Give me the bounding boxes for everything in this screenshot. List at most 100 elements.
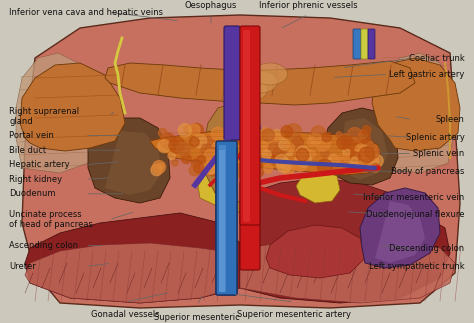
Circle shape	[263, 141, 273, 152]
Circle shape	[332, 155, 340, 163]
Circle shape	[171, 140, 180, 150]
Polygon shape	[322, 108, 398, 185]
Circle shape	[259, 128, 270, 138]
Circle shape	[235, 163, 250, 178]
Circle shape	[189, 165, 200, 176]
Text: Coeliac trunk: Coeliac trunk	[409, 54, 465, 63]
Circle shape	[228, 124, 241, 137]
Polygon shape	[88, 118, 170, 203]
Polygon shape	[240, 238, 455, 303]
Circle shape	[230, 129, 237, 135]
Circle shape	[296, 146, 310, 159]
Circle shape	[329, 154, 339, 165]
Text: Ureter: Ureter	[9, 262, 36, 271]
Circle shape	[189, 137, 199, 147]
Polygon shape	[105, 61, 415, 105]
Circle shape	[343, 149, 350, 156]
FancyBboxPatch shape	[216, 141, 237, 295]
Circle shape	[158, 129, 167, 137]
Polygon shape	[150, 129, 380, 175]
Text: Inferior mesenteric vein: Inferior mesenteric vein	[363, 193, 465, 202]
Polygon shape	[240, 178, 400, 248]
Text: Superior mesenteric
vein: Superior mesenteric vein	[154, 313, 239, 323]
Circle shape	[286, 149, 293, 156]
Circle shape	[350, 152, 360, 162]
Circle shape	[271, 153, 283, 165]
Circle shape	[228, 164, 236, 171]
Text: Spleen: Spleen	[436, 115, 465, 124]
Circle shape	[201, 144, 213, 156]
Circle shape	[276, 140, 290, 153]
Circle shape	[208, 154, 217, 163]
Circle shape	[246, 148, 259, 160]
Circle shape	[335, 156, 342, 163]
Circle shape	[262, 129, 274, 141]
Text: Right suprarenal
gland: Right suprarenal gland	[9, 107, 80, 126]
FancyBboxPatch shape	[241, 31, 258, 150]
Circle shape	[158, 140, 171, 152]
FancyBboxPatch shape	[240, 26, 260, 225]
Text: Right kidney: Right kidney	[9, 175, 63, 184]
Circle shape	[281, 126, 292, 137]
Circle shape	[365, 145, 379, 159]
Circle shape	[203, 136, 215, 148]
Text: Body of pancreas: Body of pancreas	[391, 167, 465, 176]
Circle shape	[371, 163, 380, 172]
Circle shape	[178, 124, 191, 137]
Circle shape	[160, 133, 175, 148]
Polygon shape	[360, 188, 440, 268]
Text: Superior mesenteric artery: Superior mesenteric artery	[237, 310, 351, 319]
Text: Inferior phrenic vessels: Inferior phrenic vessels	[259, 1, 357, 10]
Circle shape	[249, 138, 258, 147]
Circle shape	[351, 157, 357, 163]
Circle shape	[339, 134, 351, 145]
Circle shape	[233, 124, 246, 138]
Circle shape	[269, 130, 284, 145]
Circle shape	[204, 147, 218, 161]
Circle shape	[207, 153, 222, 169]
Circle shape	[359, 147, 374, 162]
Circle shape	[308, 150, 316, 158]
Circle shape	[296, 148, 309, 161]
Circle shape	[249, 163, 264, 178]
Text: Bile duct: Bile duct	[9, 146, 46, 155]
Circle shape	[168, 152, 175, 160]
Circle shape	[219, 161, 225, 167]
Text: Gonadal vessels: Gonadal vessels	[91, 310, 160, 319]
Polygon shape	[203, 105, 245, 213]
Text: Inferior vena cava and hepatic veins: Inferior vena cava and hepatic veins	[9, 8, 164, 17]
Circle shape	[177, 142, 191, 156]
Circle shape	[366, 155, 377, 166]
Circle shape	[347, 128, 363, 143]
Circle shape	[211, 127, 225, 141]
Text: Left gastric artery: Left gastric artery	[389, 70, 465, 79]
Polygon shape	[25, 213, 240, 303]
Polygon shape	[105, 131, 162, 195]
Circle shape	[326, 160, 332, 166]
Circle shape	[190, 123, 203, 137]
Circle shape	[184, 125, 192, 133]
Circle shape	[343, 139, 356, 152]
Circle shape	[310, 133, 321, 145]
Circle shape	[292, 139, 303, 150]
Circle shape	[336, 132, 342, 138]
Circle shape	[229, 153, 241, 165]
Circle shape	[307, 137, 317, 146]
Ellipse shape	[253, 63, 288, 85]
Circle shape	[227, 127, 236, 136]
Ellipse shape	[233, 79, 267, 101]
Circle shape	[342, 136, 353, 147]
Circle shape	[296, 151, 311, 167]
Polygon shape	[20, 63, 125, 151]
Circle shape	[251, 157, 258, 164]
Circle shape	[182, 154, 191, 163]
Circle shape	[157, 163, 164, 170]
Circle shape	[370, 154, 383, 167]
Circle shape	[277, 151, 284, 157]
Circle shape	[262, 150, 271, 159]
Circle shape	[218, 149, 226, 158]
Circle shape	[219, 143, 230, 154]
FancyBboxPatch shape	[219, 145, 226, 292]
Circle shape	[253, 157, 263, 167]
Text: Hepatic artery: Hepatic artery	[9, 160, 70, 169]
